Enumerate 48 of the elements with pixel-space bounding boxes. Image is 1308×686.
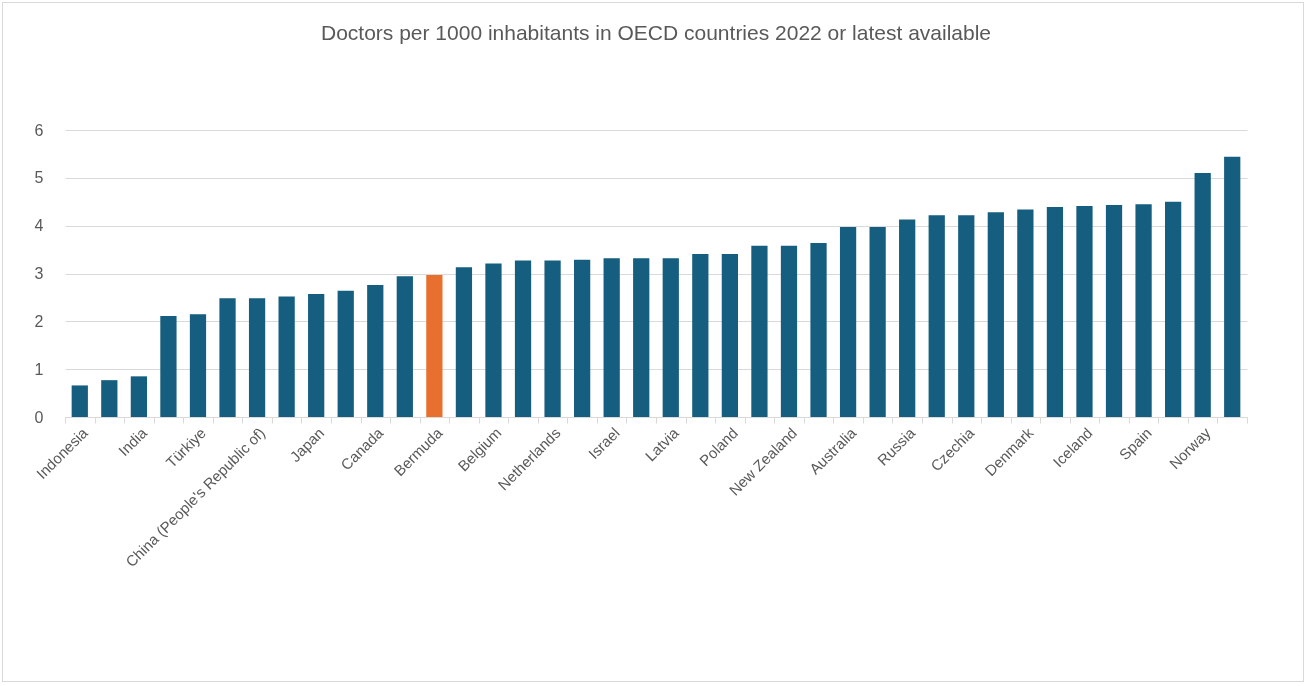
y-tick-label: 1: [34, 360, 44, 378]
bar: [1046, 207, 1064, 417]
bar: [101, 380, 118, 417]
bar: [899, 219, 916, 417]
y-tick-label: 5: [34, 169, 44, 187]
chart-title: Doctors per 1000 inhabitants in OECD countries 2022 or latest available: [320, 21, 992, 44]
bar: [485, 263, 502, 417]
bar: [308, 294, 325, 417]
bar: [1105, 205, 1123, 417]
bar: [455, 267, 473, 417]
bar: [130, 376, 147, 417]
bar: [514, 260, 532, 417]
bar: [1076, 206, 1093, 417]
bar: [869, 227, 886, 417]
bar: [633, 258, 650, 417]
bar: [692, 253, 709, 417]
bar: [160, 316, 177, 417]
bar: [248, 298, 266, 417]
bar: [928, 215, 945, 417]
bar: [839, 227, 857, 417]
bar: [958, 215, 975, 417]
bar: [603, 258, 620, 417]
bar: [71, 385, 88, 417]
bar: [1224, 156, 1241, 417]
bar: [426, 274, 443, 417]
bar: [1165, 201, 1182, 417]
bar: [219, 298, 236, 417]
y-tick-label: 3: [34, 265, 44, 282]
y-tick-label: 6: [34, 121, 44, 139]
bar: [544, 260, 561, 417]
bar: [1194, 173, 1211, 417]
bar: [662, 258, 679, 417]
bar: [987, 212, 1004, 417]
y-tick-label: 2: [34, 312, 44, 330]
bar: [1017, 209, 1034, 417]
y-tick-label: 4: [34, 217, 44, 235]
bar: [337, 290, 354, 417]
bar: [751, 245, 768, 417]
bar: [810, 242, 827, 417]
bar: [367, 284, 384, 417]
bar: [721, 253, 738, 417]
bar: [780, 245, 798, 417]
bar: [1135, 204, 1152, 417]
bar: [189, 314, 207, 417]
bar: [278, 296, 295, 417]
bar: [574, 259, 591, 417]
y-tick-label: 0: [34, 408, 44, 426]
bar: [396, 276, 413, 417]
